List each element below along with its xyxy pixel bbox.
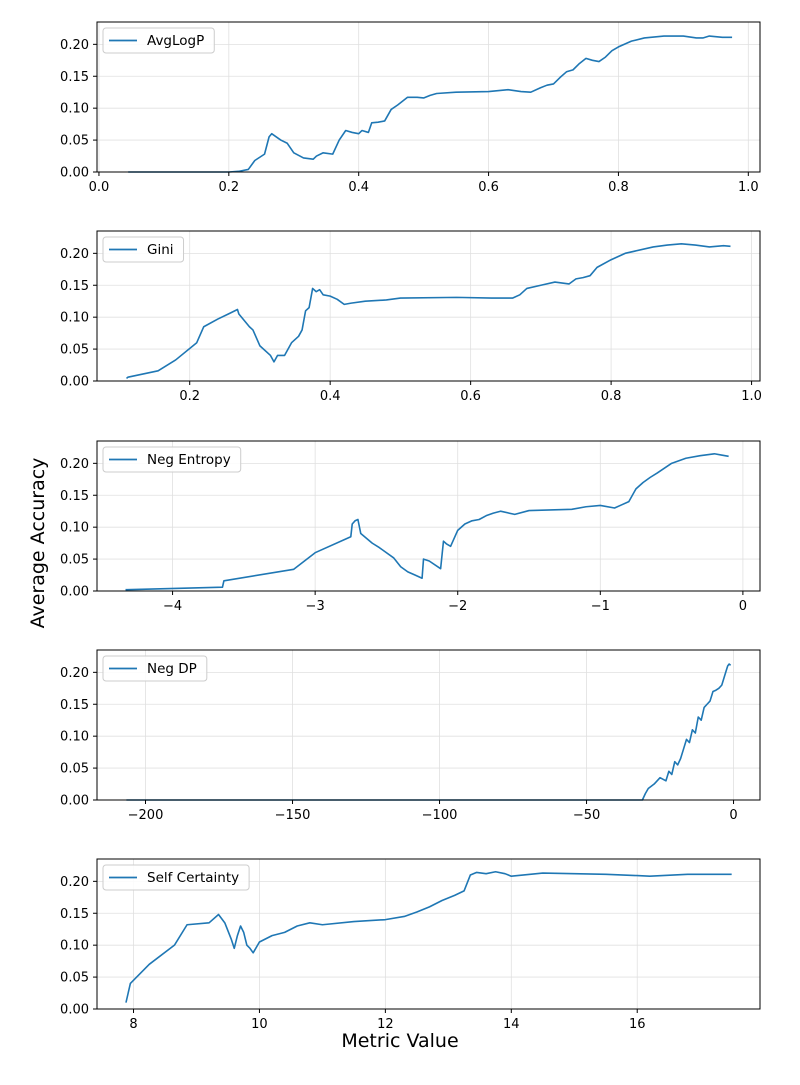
gini-axes-frame	[96, 230, 761, 382]
neg-entropy-legend-box	[102, 446, 242, 473]
neg-entropy-y-tick-label-1: 0.05	[60, 553, 89, 568]
neg-dp-x-tick-label-3: −50	[573, 808, 600, 823]
self-certainty-legend-label: Self Certainty	[147, 870, 239, 886]
avglogp-x-tick-label-3: 0.6	[478, 180, 499, 195]
self-certainty-x-tick-label-0: 8	[129, 1017, 137, 1032]
neg-entropy-x-tick-label-0: −4	[163, 599, 182, 614]
self-certainty-y-tick-label-1: 0.05	[60, 971, 89, 986]
neg-dp-legend-box	[102, 655, 208, 682]
gini-x-tick-label-2: 0.6	[460, 389, 481, 404]
avglogp-y-tick-label-4: 0.20	[60, 38, 89, 53]
self-certainty-legend: Self Certainty	[102, 864, 250, 891]
neg-dp-y-tick-label-3: 0.15	[60, 698, 89, 713]
neg-entropy-x-tick-label-3: −1	[591, 599, 610, 614]
neg-entropy-y-tick-label-2: 0.10	[60, 521, 89, 536]
avglogp-axes-frame	[96, 21, 761, 173]
subplot-grid: 0.0 0.2 0.4 0.6 0.8 1.00.000.050.100.150.20 Av…	[60, 21, 762, 1032]
gini-x-tick-label-1: 0.4	[320, 389, 341, 404]
neg-entropy-x-tick-label-1: −3	[306, 599, 325, 614]
self-certainty-x-tick-label-1: 10	[251, 1017, 268, 1032]
gini-x-tick-label-3: 0.8	[601, 389, 622, 404]
neg-entropy-y-tick-label-3: 0.15	[60, 489, 89, 504]
gini-legend-label: Gini	[147, 242, 174, 258]
gini-legend-box	[102, 236, 185, 263]
gini-y-tick-label-4: 0.20	[60, 247, 89, 262]
neg-entropy-axes-frame	[96, 440, 761, 592]
self-certainty-series-line	[125, 870, 732, 1003]
self-certainty-x-tick-label-4: 16	[629, 1017, 646, 1032]
neg-entropy-x-tick-label-2: −2	[448, 599, 467, 614]
subplot-neg-entropy: −4 −3 −2 −1 0 0.00 0.05 0.10 0.15 0.20 Neg Entropy	[60, 440, 761, 614]
gini-y-tick-label-1: 0.05	[60, 343, 89, 358]
neg-dp-x-tick-label-2: −100	[422, 808, 458, 823]
neg-entropy-legend-label: Neg Entropy	[147, 452, 231, 468]
avglogp-series-line	[128, 35, 733, 173]
gini-legend: Gini	[102, 236, 185, 263]
avglogp-legend-box	[102, 27, 215, 54]
subplot-neg-dp: −200 −150 −100 −50 0 0.00 0.05 0.10 0.15 0.20 Neg …	[60, 649, 761, 823]
neg-entropy-y-tick-label-4: 0.20	[60, 457, 89, 472]
avglogp-y-tick-label-0: 0.00	[60, 166, 89, 181]
neg-dp-y-tick-label-2: 0.10	[60, 730, 89, 745]
avglogp-x-tick-label-5: 1.0	[738, 180, 759, 195]
avglogp-y-tick-label-2: 0.10	[60, 102, 89, 117]
neg-dp-legend: Neg DP	[102, 655, 208, 682]
shared-x-axis-label: Metric Value	[341, 1030, 458, 1052]
avglogp-y-tick-label-3: 0.15	[60, 70, 89, 85]
neg-dp-series-line	[126, 663, 732, 801]
neg-dp-x-tick-label-4: 0	[729, 808, 737, 823]
subplot-gini: 0.2 0.4 0.6 0.8 1.0 0.00 0.05 0.10 0.15 0.20 Gini	[60, 230, 762, 404]
self-certainty-y-tick-label-2: 0.10	[60, 939, 89, 954]
avglogp-legend-label: AvgLogP	[147, 33, 204, 49]
avglogp-x-tick-label-2: 0.4	[348, 180, 369, 195]
gini-y-tick-label-0: 0.00	[60, 375, 89, 390]
subplot-self-certainty: 8 10 12 14 16 0.00 0.05 0.10 0.15 0.20 Self Certai…	[60, 858, 761, 1032]
gini-x-tick-label-4: 1.0	[741, 389, 762, 404]
neg-dp-x-tick-label-1: −150	[275, 808, 311, 823]
gini-y-tick-label-3: 0.15	[60, 279, 89, 294]
self-certainty-legend-box	[102, 864, 250, 891]
self-certainty-y-tick-label-0: 0.00	[60, 1003, 89, 1018]
neg-dp-legend-label: Neg DP	[147, 661, 197, 677]
self-certainty-x-tick-label-2: 12	[377, 1017, 394, 1032]
shared-y-axis-label: Average Accuracy	[27, 458, 49, 629]
neg-entropy-y-tick-label-0: 0.00	[60, 585, 89, 600]
avglogp-x-tick-label-4: 0.8	[608, 180, 629, 195]
self-certainty-x-tick-label-3: 14	[503, 1017, 520, 1032]
gini-x-tick-label-0: 0.2	[179, 389, 200, 404]
neg-dp-y-tick-label-4: 0.20	[60, 666, 89, 681]
neg-entropy-x-tick-label-4: 0	[739, 599, 747, 614]
avglogp-legend: AvgLogP	[102, 27, 215, 54]
self-certainty-axes-frame	[96, 858, 761, 1010]
neg-dp-x-tick-label-0: −200	[128, 808, 164, 823]
neg-dp-y-tick-label-0: 0.00	[60, 794, 89, 809]
gini-series-line	[125, 242, 731, 380]
self-certainty-y-tick-label-4: 0.20	[60, 875, 89, 890]
avglogp-x-tick-label-0: 0.0	[89, 180, 110, 195]
self-certainty-y-tick-label-3: 0.15	[60, 907, 89, 922]
avglogp-y-tick-label-1: 0.05	[60, 134, 89, 149]
avglogp-x-tick-label-1: 0.2	[218, 180, 239, 195]
neg-entropy-legend: Neg Entropy	[102, 446, 242, 473]
gini-y-tick-label-2: 0.10	[60, 311, 89, 326]
subplot-avglogp: 0.0 0.2 0.4 0.6 0.8 1.0 0.00 0.05 0.10 0.15 0.20 Av…	[60, 21, 761, 195]
neg-dp-axes-frame	[96, 649, 761, 801]
neg-dp-y-tick-label-1: 0.05	[60, 762, 89, 777]
neg-entropy-series-line	[125, 452, 729, 591]
